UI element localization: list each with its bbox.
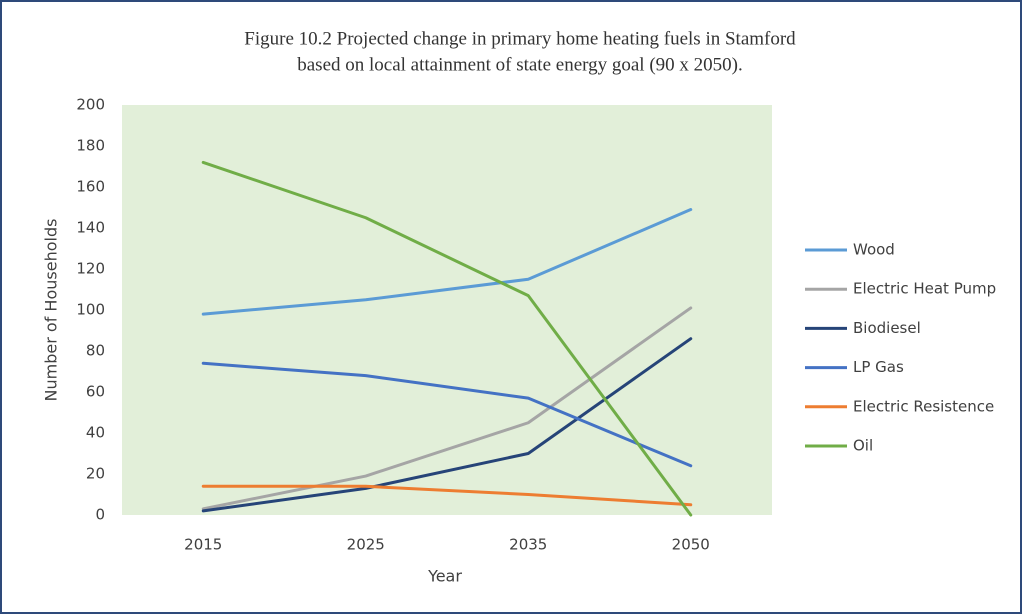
x-tick-label: 2035 bbox=[509, 536, 547, 554]
chart-title: based on local attainment of state energ… bbox=[297, 54, 743, 75]
y-tick-label: 100 bbox=[76, 301, 105, 319]
series-line bbox=[201, 484, 693, 507]
series-line bbox=[201, 361, 693, 468]
y-tick-label: 180 bbox=[76, 137, 105, 155]
y-tick-label: 0 bbox=[95, 506, 105, 524]
legend-label: Biodiesel bbox=[853, 319, 921, 337]
y-axis-label: Number of Households bbox=[42, 219, 61, 402]
chart-title: Figure 10.2 Projected change in primary … bbox=[244, 28, 796, 49]
x-tick-label: 2025 bbox=[347, 536, 385, 554]
x-axis-label: Year bbox=[427, 567, 462, 586]
series-line bbox=[201, 337, 693, 513]
y-tick-label: 20 bbox=[86, 465, 105, 483]
y-tick-label: 60 bbox=[86, 383, 105, 401]
y-tick-label: 80 bbox=[86, 342, 105, 360]
series-line bbox=[201, 208, 693, 316]
legend-label: Wood bbox=[853, 241, 895, 259]
y-tick-label: 120 bbox=[76, 260, 105, 278]
legend-label: LP Gas bbox=[853, 358, 904, 376]
legend-label: Electric Heat Pump bbox=[853, 280, 996, 298]
legend-label: Electric Resistence bbox=[853, 397, 994, 415]
x-tick-label: 2050 bbox=[672, 536, 710, 554]
plot-area bbox=[122, 105, 772, 515]
x-tick-label: 2015 bbox=[184, 536, 222, 554]
y-tick-label: 140 bbox=[76, 219, 105, 237]
y-tick-label: 160 bbox=[76, 178, 105, 196]
legend-label: Oil bbox=[853, 437, 873, 455]
y-tick-label: 200 bbox=[76, 96, 105, 114]
series-line bbox=[201, 306, 693, 511]
y-tick-label: 40 bbox=[86, 424, 105, 442]
series-line bbox=[201, 160, 693, 517]
